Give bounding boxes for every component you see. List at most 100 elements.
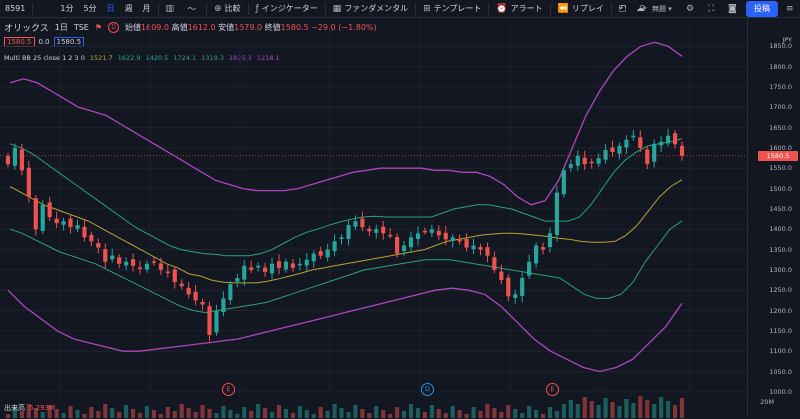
volume-bar [499,412,504,418]
volume-bar [395,407,400,418]
interval-1m[interactable]: 1分 [55,0,78,18]
interval-week[interactable]: 週 [120,0,138,18]
fundamentals-icon: ▦ [332,3,342,14]
bb-upper-3-line [9,41,683,206]
volume-bar [485,404,490,418]
timeframe: 1日 [54,23,68,32]
interval-month[interactable]: 月 [138,0,156,18]
volume-bar [297,406,302,418]
templates-button[interactable]: ⊞ テンプレート [418,0,486,18]
volume-bar [457,410,462,418]
volume-bar [645,400,650,418]
volume-legend[interactable]: 出来高 5.293M [4,403,55,413]
price-tick: 1750.0 [769,82,792,91]
volume-bar [353,405,358,418]
volume-bar [249,411,254,418]
interval-day[interactable]: 日 [102,0,120,18]
post-button[interactable]: 投稿 [746,1,778,17]
interval-5m[interactable]: 5分 [78,0,101,18]
candle-body [304,259,309,266]
line-chart-icon: 〜 [187,5,197,15]
indicator-value: 1622.9 [117,54,141,62]
redo-icon: ↷ [639,3,647,14]
volume-bar [47,405,52,418]
templates-label: テンプレート [433,4,482,13]
price-tick: 1650.0 [769,123,792,132]
price-tick: 1400.0 [769,225,792,234]
volume-bar [666,401,671,418]
volume-bar [61,413,66,418]
layout-icon[interactable]: ▢ [618,4,627,14]
earnings-marker[interactable]: E [546,383,559,396]
plus-circle-icon: ⊕ [214,3,222,14]
volume-bar [346,412,351,418]
divider [488,2,490,15]
cloud-icon[interactable]: ☁ [636,4,645,14]
volume-bar [617,406,622,418]
dividend-marker[interactable]: D [421,383,434,396]
symbol-name[interactable]: オリックス [4,24,49,34]
candle-body [12,147,18,166]
price-tick: 1050.0 [769,367,792,376]
candle-body [179,283,184,287]
alert-button[interactable]: ⏰ アラート [491,0,547,18]
settings-gear-icon[interactable]: ⚙ [686,4,695,14]
candle-body [381,226,386,234]
menu-icon[interactable]: ≡ [786,4,794,14]
replay-button[interactable]: ⏪ リプレイ [553,0,609,18]
price-tick: 1350.0 [769,245,792,254]
indicator-value: 1420.5 [145,54,169,62]
candle-body [401,245,407,252]
indicator-value: 1218.1 [256,54,280,62]
volume-bar [33,408,38,418]
earnings-marker[interactable]: E [222,383,235,396]
volume-bar [575,404,580,418]
volume-bar [124,405,129,418]
candle-body [478,247,483,250]
volume-bar [221,406,226,418]
line-type-button[interactable]: 〜 [182,0,204,18]
volume-bar [276,405,282,418]
candle-body [561,170,566,195]
compare-button[interactable]: ⊕ 比較 [209,0,246,18]
candle-body [568,164,573,168]
undo-button[interactable]: ↶ [614,0,635,18]
low-value: 1579.0 [234,23,263,32]
volume-bar [596,405,601,418]
candle-body [214,310,219,333]
volume-bar [304,410,309,418]
bb-lower-3-line [7,287,683,373]
candle-body [228,284,233,300]
volume-bar [172,411,177,418]
divider [415,2,417,15]
event-letter: E [550,385,555,393]
price-axis[interactable]: JPY 1850.0 1800.0 1750.0 1700.0 1650.0 1600.0… [747,18,800,416]
symbol-search[interactable]: 8591 [0,0,30,18]
indicators-button[interactable]: ƒ インジケーター [251,0,323,18]
fundamentals-button[interactable]: ▦ ファンダメンタル [328,0,413,18]
candle-body [61,221,66,225]
volume-bar [54,409,59,418]
volume-bar [561,404,566,418]
price-chart[interactable] [0,0,748,419]
fullscreen-icon[interactable]: ⛶ [708,4,715,14]
exchange: TSE [73,23,89,32]
redo-button[interactable]: ↷ [634,0,655,18]
candle-body [603,149,608,160]
chart-type-button[interactable]: ▥ [161,0,183,18]
candle-body [172,269,177,283]
volume-axis-tick: 20M [760,398,774,406]
camera-icon[interactable]: ◙ [728,4,737,14]
volume-bar [137,413,143,418]
layout-name[interactable]: 無題 ▾ [652,5,672,13]
indicators-label: インジケーター [261,4,318,13]
volume-bar [478,411,483,418]
low-label: 安値 [218,23,235,32]
candle-body [645,149,650,165]
undo-icon: ↶ [618,3,627,14]
candle-body [54,218,59,224]
divider [206,2,208,15]
volume-bar [96,411,101,418]
volume-bar [68,406,73,418]
candle-body [297,263,302,266]
